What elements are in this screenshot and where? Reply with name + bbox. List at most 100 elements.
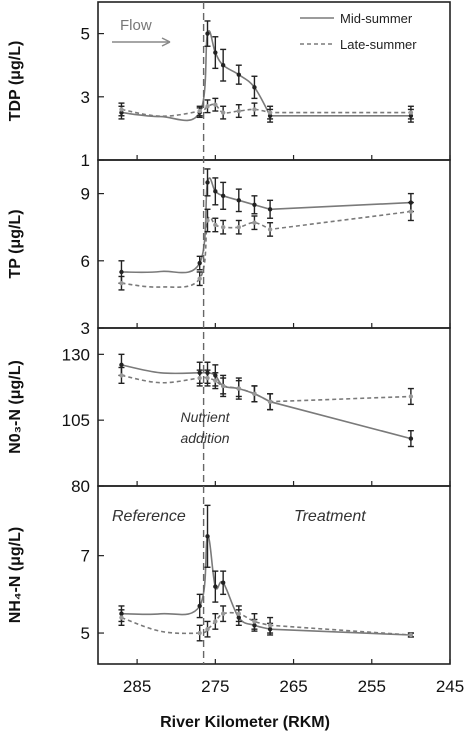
data-point xyxy=(213,102,218,107)
y-tick-label: 130 xyxy=(62,345,90,364)
data-point xyxy=(252,202,257,207)
treatment-label: Treatment xyxy=(294,508,366,525)
data-point xyxy=(220,580,226,585)
data-point xyxy=(408,632,414,638)
series-line-late-summer xyxy=(121,210,412,288)
data-point xyxy=(205,218,210,223)
legend-label: Late-summer xyxy=(340,37,417,52)
data-point xyxy=(220,62,226,68)
data-point xyxy=(213,50,218,55)
data-point xyxy=(197,276,202,281)
y-tick-label: 1 xyxy=(81,151,90,170)
data-point xyxy=(252,619,257,624)
data-point xyxy=(213,584,218,589)
series-line-mid-summer xyxy=(121,364,412,440)
x-tick-label: 245 xyxy=(436,677,464,696)
x-tick-label: 265 xyxy=(279,677,307,696)
x-tick-label: 275 xyxy=(201,677,229,696)
data-point xyxy=(205,375,210,381)
data-point xyxy=(267,207,273,212)
legend-label: Mid-summer xyxy=(340,11,413,26)
data-point xyxy=(119,362,124,368)
y-tick-label: 7 xyxy=(81,547,90,566)
nutrient-label: Nutrient xyxy=(180,409,230,425)
data-point xyxy=(267,623,273,628)
data-point xyxy=(408,209,414,214)
data-point xyxy=(205,180,210,185)
data-point xyxy=(119,373,124,378)
flow-label: Flow xyxy=(120,17,152,34)
data-point xyxy=(267,227,273,232)
data-point xyxy=(236,611,241,616)
x-tick-label: 285 xyxy=(123,677,151,696)
data-point xyxy=(220,110,226,115)
legend: Mid-summer Late-summer xyxy=(300,11,417,52)
flow-annotation: Flow xyxy=(112,17,171,47)
data-point xyxy=(236,108,241,114)
data-point xyxy=(119,615,124,620)
x-axis: 285 275 265 255 245 xyxy=(123,677,464,696)
series-line-late-summer xyxy=(121,103,411,118)
data-point xyxy=(236,72,241,77)
series-line-late-summer xyxy=(121,611,411,636)
y-tick-label: 9 xyxy=(81,185,90,204)
data-point xyxy=(213,222,218,228)
y-tick-label: 3 xyxy=(81,88,90,107)
data-point xyxy=(213,619,218,624)
data-point xyxy=(236,198,241,203)
data-point xyxy=(220,225,226,230)
data-point xyxy=(408,110,414,115)
data-point xyxy=(205,31,210,36)
data-point xyxy=(119,269,124,275)
data-point xyxy=(213,378,218,383)
series-line-mid-summer xyxy=(121,177,411,274)
data-point xyxy=(236,386,241,391)
flow-arrow-head xyxy=(161,37,171,47)
data-point xyxy=(220,193,226,199)
data-point xyxy=(197,630,202,636)
data-point xyxy=(220,611,226,616)
y-tick-label: 80 xyxy=(71,477,90,496)
y-tick-label: 6 xyxy=(81,252,90,271)
y-axis-title: TDP (μg/L) xyxy=(7,41,24,122)
data-point xyxy=(408,436,414,441)
series-line-late-summer xyxy=(121,374,411,403)
data-point xyxy=(119,107,124,112)
y-tick-label: 3 xyxy=(81,319,90,338)
data-point xyxy=(197,603,202,609)
data-point xyxy=(197,375,202,381)
panel-3: 80 105 130 N0₃-N (μg/L) xyxy=(7,327,451,496)
data-point xyxy=(205,104,210,109)
data-point xyxy=(267,399,273,404)
data-point xyxy=(205,534,210,539)
data-point xyxy=(213,189,218,194)
data-point xyxy=(220,383,226,389)
data-point xyxy=(197,260,202,266)
panel-4: 5 7 NH₄-N (μg/L) xyxy=(7,485,451,665)
series-line-mid-summer xyxy=(121,535,411,636)
panel-1: 1 3 5 TDP (μg/L) xyxy=(7,1,451,170)
x-axis-title: River Kilometer (RKM) xyxy=(160,714,330,731)
panel-frame xyxy=(97,327,451,487)
data-point xyxy=(252,391,257,397)
y-tick-label: 5 xyxy=(81,25,90,44)
data-point xyxy=(205,626,210,632)
data-point xyxy=(252,85,257,90)
data-point xyxy=(236,225,241,230)
reference-label: Reference xyxy=(112,508,186,525)
panels: 1 3 5 TDP (μg/L) 3 6 9 TP (μg/L) 80 105 130 N0₃-N (… xyxy=(7,1,451,665)
panel-frame xyxy=(97,159,451,329)
x-tick-label: 255 xyxy=(358,677,386,696)
y-axis-title: TP (μg/L) xyxy=(7,209,24,278)
y-tick-label: 5 xyxy=(81,624,90,643)
nutrient-label: addition xyxy=(180,430,229,446)
panel-frame xyxy=(97,485,451,665)
data-point xyxy=(252,220,257,225)
data-point xyxy=(119,281,124,286)
y-axis-title: N0₃-N (μg/L) xyxy=(7,360,24,454)
y-axis-title: NH₄-N (μg/L) xyxy=(7,527,24,624)
data-point xyxy=(408,394,414,399)
data-point xyxy=(252,107,257,112)
data-point xyxy=(197,108,202,114)
